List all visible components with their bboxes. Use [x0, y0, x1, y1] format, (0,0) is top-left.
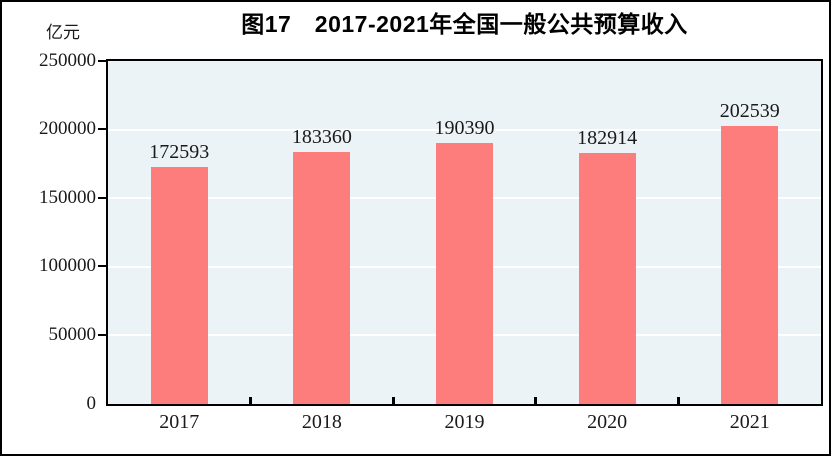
x-tick-label-2018: 2018 [301, 411, 342, 433]
y-tick-mark-200000 [98, 128, 106, 131]
y-tick-mark-150000 [98, 196, 106, 199]
bar-2017 [150, 167, 208, 404]
bar-value-label-2021: 202539 [719, 100, 780, 123]
chart-title: 图17 2017-2021年全国一般公共预算收入 [241, 11, 688, 37]
bar-value-label-2018: 183360 [291, 126, 352, 149]
bar-2021 [721, 126, 779, 404]
gridline-200000 [108, 128, 821, 131]
y-tick-mark-250000 [98, 59, 106, 62]
bar-2020 [578, 153, 636, 404]
bar-value-label-2020: 182914 [577, 127, 638, 150]
y-tick-label-0: 0 [86, 392, 97, 414]
y-tick-label-100000: 100000 [39, 255, 96, 277]
plot-area: 172593 183360 190390 182914 202539 [106, 59, 823, 406]
bar-value-label-2019: 190390 [434, 116, 495, 139]
y-tick-label-150000: 150000 [39, 186, 96, 208]
y-tick-label-50000: 50000 [48, 323, 97, 345]
bar-value-label-2017: 172593 [149, 141, 210, 164]
y-axis-unit-label: 亿元 [46, 23, 80, 42]
x-tick-label-2017: 2017 [159, 411, 200, 433]
x-boundary-tick-4 [676, 397, 680, 404]
x-tick-label-2021: 2021 [729, 411, 770, 433]
bar-2018 [293, 152, 351, 404]
y-tick-label-250000: 250000 [39, 49, 96, 71]
x-tick-label-2020: 2020 [587, 411, 628, 433]
y-tick-label-200000: 200000 [39, 118, 96, 140]
x-boundary-tick-2 [391, 397, 395, 404]
bar-2019 [436, 142, 493, 404]
y-tick-mark-100000 [98, 265, 106, 268]
x-boundary-tick-3 [534, 397, 538, 404]
y-tick-mark-50000 [98, 333, 106, 336]
x-tick-label-2019: 2019 [444, 411, 485, 433]
x-boundary-tick-1 [249, 397, 253, 404]
